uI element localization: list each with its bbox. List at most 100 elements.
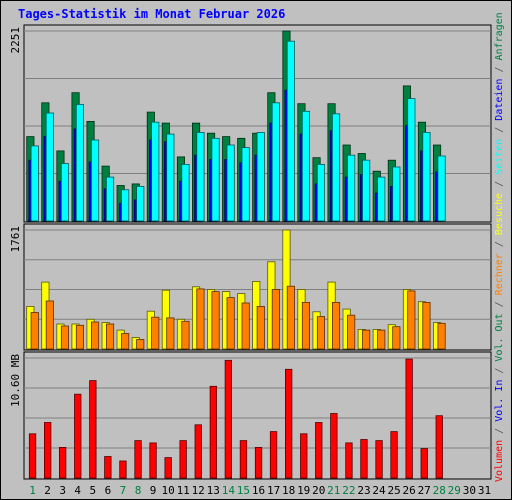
- day-label-14: 14: [222, 484, 236, 497]
- visits-bar-rechner-day-25: [392, 326, 401, 350]
- requests-bar-seiten-day-14: [226, 144, 235, 222]
- day-label-7: 7: [120, 484, 127, 497]
- visits-bar-rechner-day-2: [45, 300, 54, 350]
- volume-bar-volumen-day-6: [104, 456, 112, 479]
- visits-bar-rechner-day-13: [211, 291, 220, 350]
- requests-bar-seiten-day-8: [136, 185, 145, 222]
- volume-bar-volumen-day-4: [74, 393, 82, 479]
- volume-bar-volumen-day-2: [44, 422, 52, 479]
- visits-bar-rechner-day-20: [316, 316, 325, 350]
- legend-part-8: Besuche: [494, 193, 505, 235]
- volume-bar-volumen-day-7: [119, 460, 127, 479]
- day-label-19: 19: [297, 484, 310, 497]
- requests-bar-seiten-day-13: [211, 137, 220, 222]
- visits-bar-rechner-day-10: [166, 317, 175, 350]
- volume-bar-volumen-day-19: [300, 433, 308, 479]
- volume-bar-volumen-day-15: [239, 440, 248, 479]
- panel-requests: 2251: [9, 24, 492, 223]
- requests-bar-seiten-day-27: [422, 131, 431, 222]
- visits-bar-rechner-day-27: [422, 301, 431, 350]
- day-label-25: 25: [387, 484, 400, 497]
- legend-part-14: Anfragen: [494, 12, 505, 60]
- visits-bar-rechner-day-16: [256, 305, 265, 350]
- day-label-24: 24: [372, 484, 386, 497]
- day-label-21: 21: [327, 484, 340, 497]
- volume-bar-volumen-day-23: [360, 439, 368, 479]
- requests-bar-seiten-day-15: [241, 147, 250, 222]
- day-label-17: 17: [267, 484, 280, 497]
- legend-part-13: /: [494, 60, 505, 78]
- requests-bar-seiten-day-24: [377, 176, 386, 222]
- day-label-5: 5: [89, 484, 96, 497]
- legend-part-3: /: [494, 362, 505, 380]
- visits-bar-rechner-day-21: [331, 301, 341, 350]
- visits-bar-rechner-day-26: [407, 290, 416, 350]
- requests-bar-seiten-day-17: [271, 102, 280, 222]
- day-label-28: 28: [433, 484, 446, 497]
- volume-bar-volumen-day-14: [224, 359, 233, 479]
- requests-bar-seiten-day-28: [437, 155, 446, 222]
- requests-bar-seiten-day-25: [392, 166, 401, 222]
- visits-bar-rechner-day-23: [362, 329, 371, 350]
- visits-bar-rechner-day-3: [60, 325, 69, 350]
- panel-visits: 1761: [9, 223, 492, 351]
- legend-part-10: Seiten: [494, 139, 505, 175]
- chart-title: Tages-Statistik im Monat Februar 2026: [18, 7, 285, 21]
- day-label-4: 4: [74, 484, 81, 497]
- volume-bar-volumen-day-28: [435, 415, 443, 479]
- volume-bar-volumen-day-5: [89, 380, 97, 479]
- visits-y-max-label: 1761: [9, 226, 22, 253]
- day-label-26: 26: [402, 484, 415, 497]
- visits-bar-rechner-day-5: [91, 321, 100, 350]
- volume-bar-volumen-day-3: [59, 446, 67, 479]
- requests-bar-seiten-day-5: [91, 139, 100, 222]
- visits-bar-rechner-day-17: [271, 289, 280, 350]
- day-label-6: 6: [105, 484, 112, 497]
- day-label-20: 20: [312, 484, 325, 497]
- volume-bar-volumen-day-11: [179, 440, 187, 479]
- requests-bar-seiten-day-3: [60, 163, 69, 222]
- visits-bar-rechner-day-28: [437, 322, 446, 350]
- volume-bar-volumen-day-20: [315, 422, 323, 479]
- legend-part-9: /: [494, 175, 505, 193]
- day-label-31: 31: [478, 484, 491, 497]
- volume-bar-volumen-day-13: [209, 385, 218, 479]
- requests-bar-seiten-day-19: [301, 110, 310, 222]
- visits-bar-rechner-day-12: [196, 288, 205, 350]
- visits-bar-rechner-day-1: [30, 312, 39, 350]
- visits-bar-rechner-day-9: [151, 316, 160, 350]
- day-label-27: 27: [418, 484, 431, 497]
- requests-bar-seiten-day-20: [316, 163, 325, 222]
- legend-part-2: Vol. In: [494, 380, 505, 422]
- requests-bar-seiten-day-11: [181, 163, 190, 222]
- requests-bar-seiten-day-2: [45, 112, 54, 222]
- day-label-1: 1: [29, 484, 36, 497]
- visits-bar-rechner-day-15: [241, 302, 250, 350]
- volume-bar-volumen-day-25: [390, 431, 398, 479]
- legend-part-0: Volumen: [494, 440, 505, 482]
- visits-bar-rechner-day-7: [121, 333, 130, 350]
- legend-part-5: /: [494, 295, 505, 313]
- visits-bar-rechner-day-14: [226, 297, 235, 350]
- x-axis-day-labels: 1 2 3 4 5 6 7 8 9 10 11 12 13 14 15 16 17 18 19 20 21 22 23 24 2…: [29, 484, 491, 497]
- visits-bar-rechner-day-18: [286, 285, 295, 350]
- volume-bar-volumen-day-9: [149, 442, 157, 479]
- requests-bar-seiten-day-9: [151, 121, 160, 222]
- requests-bar-seiten-day-12: [196, 131, 205, 222]
- visits-bar-rechner-day-6: [106, 323, 115, 350]
- requests-bar-seiten-day-23: [362, 159, 371, 222]
- volume-bar-volumen-day-18: [284, 368, 293, 479]
- volume-bar-volumen-day-10: [164, 457, 172, 479]
- requests-y-max-label: 2251: [9, 27, 22, 54]
- day-label-10: 10: [161, 484, 174, 497]
- visits-bar-rechner-day-8: [136, 339, 145, 350]
- requests-bar-seiten-day-10: [166, 133, 175, 222]
- requests-bar-seiten-day-21: [331, 113, 341, 222]
- volume-bar-volumen-day-26: [405, 358, 413, 479]
- day-label-15: 15: [237, 484, 250, 497]
- day-label-2: 2: [44, 484, 51, 497]
- legend-part-1: /: [494, 422, 505, 440]
- volume-bar-volumen-day-24: [375, 440, 383, 479]
- requests-bar-seiten-day-18: [286, 40, 295, 222]
